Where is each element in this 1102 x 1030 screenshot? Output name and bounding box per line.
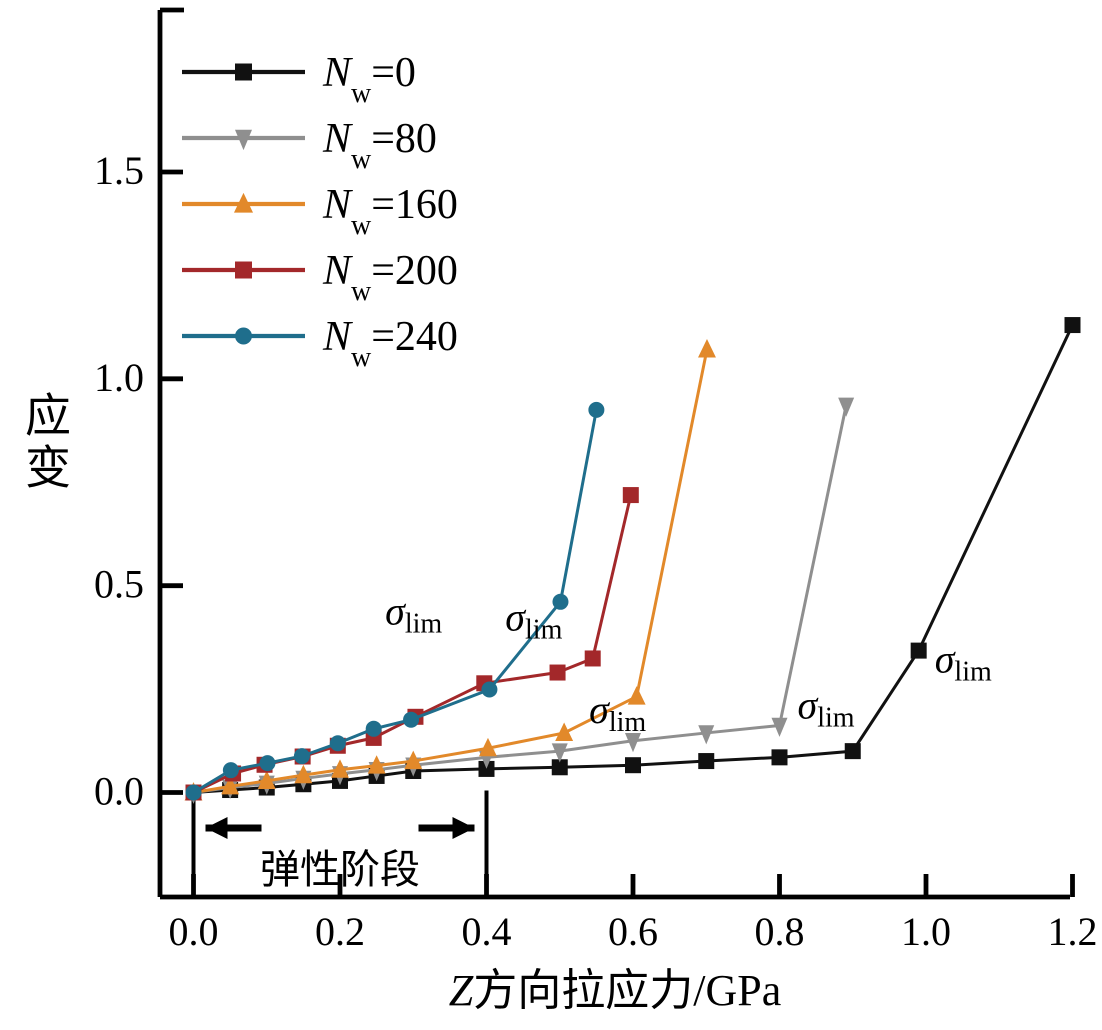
svg-text:Z方向拉应力/GPa: Z方向拉应力/GPa bbox=[449, 966, 781, 1015]
svg-text:1.0: 1.0 bbox=[94, 355, 144, 400]
svg-text:0.8: 0.8 bbox=[755, 909, 805, 954]
svg-text:0.0: 0.0 bbox=[169, 909, 219, 954]
svg-text:变: 变 bbox=[25, 443, 71, 494]
svg-text:1.2: 1.2 bbox=[1048, 909, 1098, 954]
svg-text:0.6: 0.6 bbox=[608, 909, 658, 954]
svg-text:0.4: 0.4 bbox=[462, 909, 512, 954]
svg-text:应: 应 bbox=[25, 391, 71, 442]
svg-text:0.5: 0.5 bbox=[94, 562, 144, 607]
svg-text:0.0: 0.0 bbox=[94, 769, 144, 814]
svg-text:1.0: 1.0 bbox=[901, 909, 951, 954]
svg-text:0.2: 0.2 bbox=[315, 909, 365, 954]
svg-text:弹性阶段: 弹性阶段 bbox=[260, 847, 420, 892]
svg-text:1.5: 1.5 bbox=[94, 148, 144, 193]
